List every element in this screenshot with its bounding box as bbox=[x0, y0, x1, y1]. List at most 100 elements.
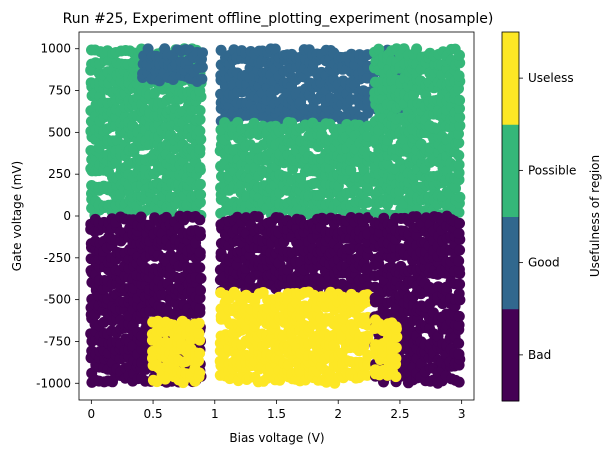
x-tick-label: 2.5 bbox=[390, 407, 409, 421]
data-point bbox=[135, 211, 147, 223]
data-point bbox=[453, 137, 465, 149]
colorbar-label: Usefulness of region bbox=[588, 155, 602, 277]
data-point bbox=[373, 43, 385, 55]
data-point bbox=[453, 319, 465, 331]
data-point bbox=[361, 369, 373, 381]
data-point bbox=[408, 89, 420, 101]
colorbar-segment-bad bbox=[502, 308, 519, 402]
y-tick-label: -250 bbox=[44, 251, 71, 265]
data-point bbox=[453, 348, 465, 360]
data-point bbox=[194, 143, 206, 155]
data-point bbox=[454, 191, 466, 203]
data-point bbox=[453, 288, 465, 300]
data-point bbox=[453, 255, 465, 267]
points-layer bbox=[85, 43, 466, 389]
data-point bbox=[362, 359, 374, 371]
x-tick-label: 2 bbox=[334, 407, 342, 421]
data-point bbox=[197, 47, 208, 59]
data-point bbox=[269, 43, 281, 55]
chart-title: Run #25, Experiment offline_plotting_exp… bbox=[63, 11, 494, 27]
data-point bbox=[193, 317, 205, 329]
region-useless-7 bbox=[214, 286, 374, 389]
data-point bbox=[453, 149, 465, 161]
x-tick-label: 3 bbox=[458, 407, 466, 421]
data-point bbox=[453, 228, 465, 239]
data-point bbox=[454, 94, 466, 106]
region-bad-6 bbox=[214, 210, 374, 297]
colorbar-tick-label: Possible bbox=[528, 163, 576, 177]
x-tick-label: 1.5 bbox=[267, 407, 286, 421]
data-point bbox=[390, 371, 402, 383]
region-good-4 bbox=[215, 43, 374, 128]
data-point bbox=[361, 182, 373, 194]
data-point bbox=[453, 159, 465, 171]
colorbar-segment-useless bbox=[502, 32, 519, 125]
y-tick-label: 0 bbox=[63, 209, 71, 223]
data-point bbox=[362, 107, 374, 119]
data-point bbox=[195, 284, 206, 296]
data-point bbox=[453, 376, 465, 388]
y-tick-label: 500 bbox=[48, 125, 71, 139]
data-point bbox=[193, 327, 205, 339]
y-tick-label: 750 bbox=[48, 84, 71, 98]
data-point bbox=[362, 349, 374, 361]
data-point bbox=[390, 352, 402, 364]
colorbar-segment-possible bbox=[502, 124, 519, 217]
region-good-1 bbox=[137, 43, 208, 87]
colorbar-segment-good bbox=[502, 216, 519, 310]
data-point bbox=[194, 262, 206, 274]
colorbar-tick-label: Good bbox=[528, 256, 560, 270]
y-tick-label: -1000 bbox=[36, 376, 71, 390]
data-point bbox=[194, 178, 206, 190]
colorbar: Bad Good Possible Useless bbox=[501, 31, 576, 402]
data-point bbox=[195, 133, 207, 145]
data-point bbox=[454, 49, 465, 61]
data-point bbox=[252, 211, 264, 223]
data-point bbox=[194, 114, 206, 125]
y-tick-label: 250 bbox=[48, 167, 71, 181]
data-point bbox=[195, 189, 207, 201]
data-point bbox=[194, 162, 206, 173]
data-point bbox=[195, 272, 207, 284]
y-axis-label: Gate voltage (mV) bbox=[10, 161, 24, 271]
data-point bbox=[453, 167, 465, 179]
data-point bbox=[194, 196, 206, 208]
data-point bbox=[194, 247, 206, 258]
data-point bbox=[196, 73, 208, 85]
data-point bbox=[362, 330, 374, 342]
x-tick-label: 1 bbox=[211, 407, 219, 421]
x-tick-label: 0.5 bbox=[144, 407, 163, 421]
region-useless-11 bbox=[369, 314, 403, 383]
data-point bbox=[390, 342, 402, 354]
colorbar-tick-label: Useless bbox=[528, 71, 574, 85]
data-point bbox=[390, 321, 402, 333]
data-point bbox=[454, 111, 466, 123]
data-point bbox=[454, 244, 466, 256]
data-point bbox=[453, 70, 465, 82]
data-point bbox=[194, 125, 206, 137]
data-point bbox=[454, 278, 466, 290]
y-axis: 1000 750 500 250 0 -250 -500 -750 -1000 bbox=[36, 42, 79, 390]
region-possible-5 bbox=[214, 116, 374, 222]
data-point bbox=[194, 302, 206, 314]
data-point bbox=[454, 217, 465, 229]
y-tick-label: 1000 bbox=[40, 42, 71, 56]
data-point bbox=[454, 103, 465, 114]
data-point bbox=[453, 206, 465, 218]
region-useless-3 bbox=[146, 315, 206, 389]
colorbar-frame bbox=[501, 31, 520, 402]
data-point bbox=[196, 61, 208, 73]
data-point bbox=[362, 130, 374, 142]
data-point bbox=[194, 105, 206, 116]
data-point bbox=[453, 128, 464, 140]
y-tick-label: -750 bbox=[44, 334, 71, 348]
data-point bbox=[324, 368, 336, 380]
data-point bbox=[454, 120, 466, 132]
y-tick-label: -500 bbox=[44, 293, 71, 307]
colorbar-tick-label: Bad bbox=[528, 348, 551, 362]
region-possible-9 bbox=[369, 43, 466, 222]
data-point bbox=[411, 43, 423, 55]
data-point bbox=[194, 347, 206, 359]
